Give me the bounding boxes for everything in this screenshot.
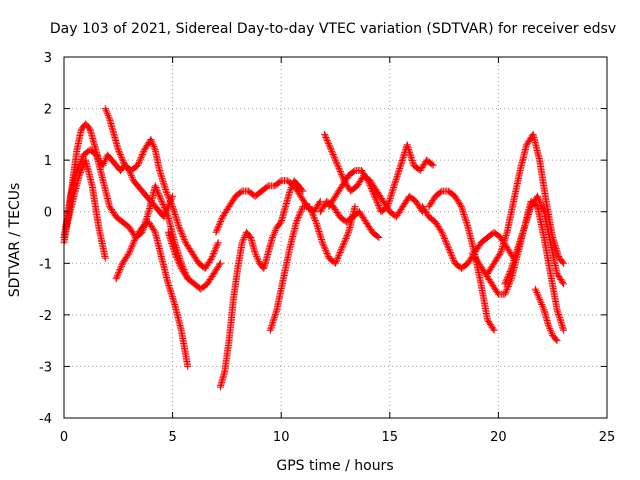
y-tick-label: 3 bbox=[44, 51, 52, 66]
point-markers-arc4 bbox=[112, 218, 192, 370]
y-tick-label: 0 bbox=[44, 206, 52, 221]
series-arc6 bbox=[164, 228, 224, 293]
y-tick-label: 1 bbox=[44, 154, 52, 169]
x-axis-label: GPS time / hours bbox=[276, 458, 393, 474]
y-tick-label: -2 bbox=[39, 309, 52, 324]
x-tick-label: 10 bbox=[273, 430, 290, 445]
x-tick-label: 20 bbox=[490, 430, 507, 445]
data-points bbox=[60, 105, 568, 391]
point-markers-arc5 bbox=[101, 105, 222, 272]
series-arc5 bbox=[101, 105, 222, 272]
y-axis-label: SDTVAR / TECUs bbox=[7, 183, 23, 298]
point-markers-arc9 bbox=[266, 203, 359, 334]
point-markers-arc3 bbox=[62, 156, 109, 262]
point-markers-arc7 bbox=[216, 177, 307, 391]
series-arc12 bbox=[316, 197, 383, 241]
axis-ticks: 0 5 10 15 20 25 -4 -3 -2 -1 0 1 2 3 bbox=[39, 51, 615, 445]
x-tick-label: 25 bbox=[599, 430, 616, 445]
y-tick-label: -3 bbox=[39, 360, 52, 375]
x-tick-label: 5 bbox=[168, 430, 176, 445]
series-arc18 bbox=[531, 285, 561, 345]
point-markers-arc17 bbox=[501, 192, 568, 288]
plot-frame bbox=[63, 56, 608, 419]
series-arc4 bbox=[112, 218, 192, 370]
chart-title: Day 103 of 2021, Sidereal Day-to-day VTE… bbox=[50, 21, 616, 37]
y-tick-label: -1 bbox=[39, 257, 52, 272]
point-markers-arc12 bbox=[316, 197, 383, 241]
x-tick-label: 15 bbox=[382, 430, 399, 445]
series-arc17 bbox=[501, 192, 568, 288]
y-tick-label: 2 bbox=[44, 103, 52, 118]
series-arc9 bbox=[266, 203, 359, 334]
y-tick-label: -4 bbox=[39, 412, 52, 427]
series-arc3 bbox=[62, 156, 109, 262]
point-markers-arc6 bbox=[164, 228, 224, 293]
x-tick-label: 0 bbox=[60, 430, 68, 445]
point-markers-arc18 bbox=[531, 285, 561, 345]
series-arc7 bbox=[216, 177, 307, 391]
grid bbox=[64, 57, 607, 418]
